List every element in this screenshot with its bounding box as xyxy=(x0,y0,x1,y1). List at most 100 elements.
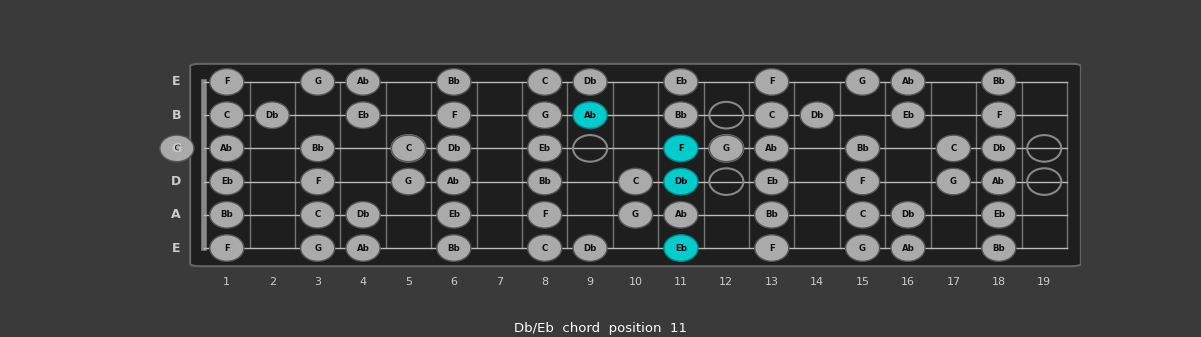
Ellipse shape xyxy=(981,202,1016,228)
Text: Ab: Ab xyxy=(902,244,914,252)
Text: Ab: Ab xyxy=(584,111,597,120)
Text: Db/Eb  chord  position  11: Db/Eb chord position 11 xyxy=(514,322,687,335)
Text: G: G xyxy=(405,177,412,186)
Text: Bb: Bb xyxy=(538,177,551,186)
Text: G: G xyxy=(632,210,639,219)
Ellipse shape xyxy=(937,168,970,195)
Text: F: F xyxy=(452,111,456,120)
Text: C: C xyxy=(860,210,866,219)
Text: G: G xyxy=(542,111,548,120)
Text: 1: 1 xyxy=(223,277,231,287)
Ellipse shape xyxy=(891,235,925,261)
Ellipse shape xyxy=(392,168,425,195)
Ellipse shape xyxy=(846,202,879,228)
Text: 2: 2 xyxy=(269,277,276,287)
Text: F: F xyxy=(996,111,1002,120)
Text: G: G xyxy=(723,144,730,153)
Text: C: C xyxy=(223,111,229,120)
Text: Eb: Eb xyxy=(766,177,778,186)
Text: Ab: Ab xyxy=(992,177,1005,186)
Ellipse shape xyxy=(300,135,335,162)
Ellipse shape xyxy=(937,135,970,162)
Ellipse shape xyxy=(619,202,652,228)
Ellipse shape xyxy=(846,168,879,195)
Text: D: D xyxy=(171,175,181,188)
Ellipse shape xyxy=(664,69,698,95)
Text: 9: 9 xyxy=(586,277,593,287)
Ellipse shape xyxy=(664,102,698,128)
Ellipse shape xyxy=(527,168,562,195)
Text: C: C xyxy=(406,144,412,153)
Text: C: C xyxy=(542,244,548,252)
Text: G: G xyxy=(950,177,957,186)
Ellipse shape xyxy=(981,168,1016,195)
Ellipse shape xyxy=(210,202,244,228)
Text: F: F xyxy=(769,78,775,87)
Ellipse shape xyxy=(437,69,471,95)
Ellipse shape xyxy=(754,102,789,128)
Ellipse shape xyxy=(981,135,1016,162)
Text: G: G xyxy=(315,244,321,252)
Text: E: E xyxy=(172,242,180,254)
Ellipse shape xyxy=(437,102,471,128)
Text: Eb: Eb xyxy=(902,111,914,120)
Text: Ab: Ab xyxy=(220,144,233,153)
Text: Eb: Eb xyxy=(448,210,460,219)
Text: 11: 11 xyxy=(674,277,688,287)
FancyBboxPatch shape xyxy=(190,64,1081,266)
Text: Ab: Ab xyxy=(357,78,370,87)
Ellipse shape xyxy=(981,102,1016,128)
Text: C: C xyxy=(769,111,775,120)
Ellipse shape xyxy=(527,135,562,162)
Ellipse shape xyxy=(846,135,879,162)
Ellipse shape xyxy=(527,69,562,95)
Text: F: F xyxy=(223,244,229,252)
Text: F: F xyxy=(542,210,548,219)
Ellipse shape xyxy=(210,69,244,95)
Text: Db: Db xyxy=(584,244,597,252)
Ellipse shape xyxy=(437,135,471,162)
Ellipse shape xyxy=(300,168,335,195)
Ellipse shape xyxy=(891,69,925,95)
Ellipse shape xyxy=(392,135,425,162)
Text: 5: 5 xyxy=(405,277,412,287)
Text: C: C xyxy=(950,144,956,153)
Ellipse shape xyxy=(664,202,698,228)
Ellipse shape xyxy=(300,202,335,228)
Ellipse shape xyxy=(846,235,879,261)
Ellipse shape xyxy=(527,102,562,128)
Text: 18: 18 xyxy=(992,277,1006,287)
Text: A: A xyxy=(172,208,181,221)
Text: Ab: Ab xyxy=(902,78,914,87)
Text: 17: 17 xyxy=(946,277,961,287)
Text: F: F xyxy=(679,144,683,153)
Text: E: E xyxy=(172,75,180,88)
Text: Bb: Bb xyxy=(311,144,324,153)
Ellipse shape xyxy=(300,69,335,95)
Text: 12: 12 xyxy=(719,277,734,287)
Text: Eb: Eb xyxy=(675,244,687,252)
Text: Ab: Ab xyxy=(357,244,370,252)
Text: Bb: Bb xyxy=(675,111,687,120)
Text: Db: Db xyxy=(674,177,688,186)
Ellipse shape xyxy=(754,135,789,162)
Ellipse shape xyxy=(527,202,562,228)
Ellipse shape xyxy=(754,168,789,195)
Ellipse shape xyxy=(437,235,471,261)
Ellipse shape xyxy=(346,102,380,128)
Text: Db: Db xyxy=(447,144,460,153)
Ellipse shape xyxy=(754,69,789,95)
Text: Bb: Bb xyxy=(448,78,460,87)
Text: G: G xyxy=(173,144,180,153)
Ellipse shape xyxy=(437,202,471,228)
Ellipse shape xyxy=(664,168,698,195)
Text: 15: 15 xyxy=(855,277,870,287)
Text: Eb: Eb xyxy=(993,210,1005,219)
Ellipse shape xyxy=(664,135,698,162)
Ellipse shape xyxy=(754,235,789,261)
Ellipse shape xyxy=(527,235,562,261)
Text: 6: 6 xyxy=(450,277,458,287)
Text: C: C xyxy=(315,210,321,219)
Text: Db: Db xyxy=(992,144,1005,153)
Text: G: G xyxy=(859,244,866,252)
